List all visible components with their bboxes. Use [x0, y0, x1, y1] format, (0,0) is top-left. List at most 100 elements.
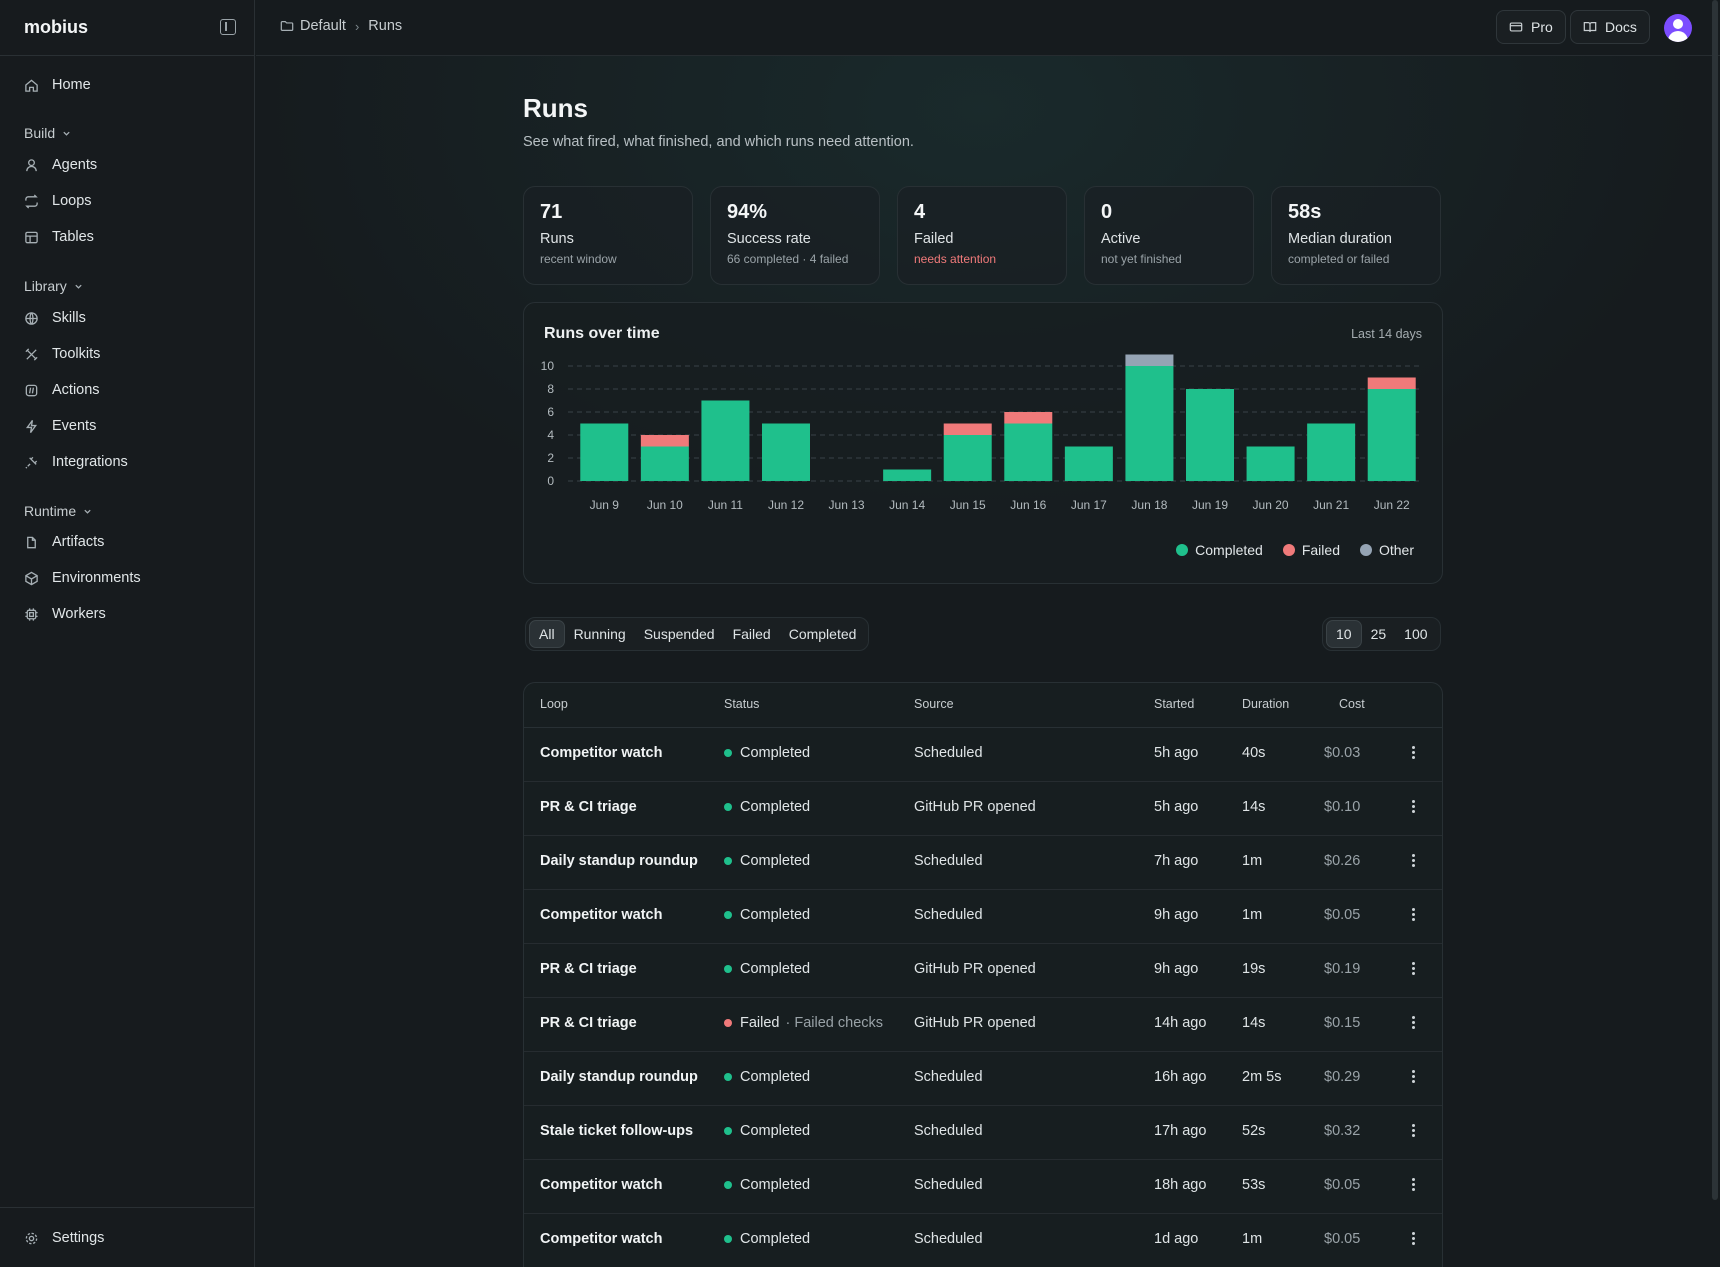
source: Scheduled — [914, 1231, 983, 1247]
more-vertical-icon[interactable] — [1411, 745, 1415, 760]
filter-completed[interactable]: Completed — [788, 626, 857, 642]
table-row[interactable]: Competitor watch Completed Scheduled 9h ago… — [524, 889, 1442, 944]
filter-suspended[interactable]: Suspended — [643, 626, 715, 642]
book-icon — [1583, 22, 1597, 32]
sidebar-item-agents[interactable]: Agents — [24, 153, 97, 177]
pro-button[interactable]: Pro — [1496, 10, 1566, 44]
loop-name[interactable]: Competitor watch — [540, 745, 663, 761]
more-vertical-icon[interactable] — [1411, 961, 1415, 976]
duration: 1m — [1242, 1231, 1263, 1247]
chip-icon — [25, 607, 38, 621]
status-dot — [724, 749, 732, 757]
runs-over-time-card: Runs over time Last 14 days 0 2 4 6 8 10 Jun 9… — [523, 302, 1443, 584]
stat-sub: 66 completed · 4 failed — [727, 252, 849, 266]
sidebar-item-actions[interactable]: Actions — [24, 378, 100, 402]
table-row[interactable]: Competitor watch Completed Scheduled 1d ago… — [524, 1213, 1442, 1267]
y-tick-label: 2 — [547, 451, 554, 465]
sidebar-divider — [0, 1207, 255, 1208]
actions-icon — [25, 384, 38, 396]
loop-name[interactable]: Competitor watch — [540, 1231, 663, 1247]
sidebar-item-home[interactable]: Home — [24, 73, 91, 97]
sidebar-item-artifacts[interactable]: Artifacts — [24, 530, 104, 554]
more-vertical-icon[interactable] — [1411, 853, 1415, 868]
source: Scheduled — [914, 745, 983, 761]
table-row[interactable]: Daily standup roundup Completed Scheduled 7… — [524, 835, 1442, 890]
table-row[interactable]: PR & CI triage Failed · Failed checks GitHu… — [524, 997, 1442, 1052]
sidebar-item-environments[interactable]: Environments — [24, 566, 141, 590]
status-label: Completed — [740, 907, 811, 923]
y-tick-label: 4 — [547, 428, 554, 442]
page-size-10[interactable]: 10 — [1326, 620, 1362, 648]
bar-failed — [1004, 412, 1053, 424]
sidebar-item-label: Settings — [52, 1230, 105, 1246]
sidebar-item-settings[interactable]: Settings — [24, 1226, 104, 1250]
section-build[interactable]: Build — [24, 125, 71, 141]
loop-icon — [25, 193, 38, 209]
sidebar-item-toolkits[interactable]: Toolkits — [24, 342, 100, 366]
source: Scheduled — [914, 1177, 983, 1193]
sidebar-item-skills[interactable]: Skills — [24, 306, 86, 330]
x-tick-label: Jun 12 — [768, 498, 804, 512]
loop-name[interactable]: Competitor watch — [540, 907, 663, 923]
table-row[interactable]: Competitor watch Completed Scheduled 5h ago… — [524, 727, 1442, 782]
avatar[interactable] — [1664, 14, 1692, 42]
cube-icon — [25, 571, 38, 585]
breadcrumb: Default › Runs — [280, 18, 402, 34]
sidebar-item-label: Tables — [52, 229, 94, 245]
more-vertical-icon[interactable] — [1411, 1015, 1415, 1030]
more-vertical-icon[interactable] — [1411, 1123, 1415, 1138]
source: Scheduled — [914, 853, 983, 869]
source: GitHub PR opened — [914, 799, 1036, 815]
sidebar-item-tables[interactable]: Tables — [24, 225, 94, 249]
sidebar-item-workers[interactable]: Workers — [24, 602, 106, 626]
breadcrumb-workspace[interactable]: Default — [300, 18, 346, 34]
section-runtime[interactable]: Runtime — [24, 503, 92, 519]
loop-name[interactable]: PR & CI triage — [540, 799, 637, 815]
stat-value: 58s — [1288, 201, 1322, 223]
status-label: Failed — [740, 1015, 780, 1031]
sidebar-item-loops[interactable]: Loops — [24, 189, 92, 213]
app-logo[interactable]: mobius — [24, 17, 89, 37]
bar-completed — [580, 423, 629, 481]
page-subtitle: See what fired, what finished, and which… — [523, 134, 914, 150]
card-icon — [1509, 22, 1523, 32]
docs-button[interactable]: Docs — [1570, 10, 1650, 44]
sidebar-item-integrations[interactable]: Integrations — [24, 450, 128, 474]
chart-range[interactable]: Last 14 days — [1351, 327, 1422, 341]
sidebar-item-label: Actions — [52, 382, 100, 398]
filter-all[interactable]: All — [529, 620, 565, 648]
table-row[interactable]: PR & CI triage Completed GitHub PR opened 5… — [524, 781, 1442, 836]
table-row[interactable]: Competitor watch Completed Scheduled 18h ag… — [524, 1159, 1442, 1214]
table-row[interactable]: PR & CI triage Completed GitHub PR opened 9… — [524, 943, 1442, 998]
more-vertical-icon[interactable] — [1411, 907, 1415, 922]
table-row[interactable]: Daily standup roundup Completed Scheduled 1… — [524, 1051, 1442, 1106]
table-row[interactable]: Stale ticket follow-ups Completed Schedule… — [524, 1105, 1442, 1160]
loop-name[interactable]: Daily standup roundup — [540, 853, 698, 869]
status-dot — [724, 965, 732, 973]
loop-name[interactable]: Daily standup roundup — [540, 1069, 698, 1085]
page-size-25[interactable]: 25 — [1370, 626, 1387, 642]
more-vertical-icon[interactable] — [1411, 1177, 1415, 1192]
stat-value: 94% — [727, 201, 768, 223]
table-header: Loop Status Source Started Duration Cost — [524, 683, 1442, 728]
x-tick-label: Jun 15 — [950, 498, 986, 512]
loop-name[interactable]: PR & CI triage — [540, 961, 637, 977]
more-vertical-icon[interactable] — [1411, 1231, 1415, 1246]
page-size-100[interactable]: 100 — [1404, 626, 1428, 642]
section-library[interactable]: Library — [24, 278, 83, 294]
filter-failed[interactable]: Failed — [732, 626, 771, 642]
cost: $0.32 — [1324, 1123, 1361, 1139]
loop-name[interactable]: PR & CI triage — [540, 1015, 637, 1031]
more-vertical-icon[interactable] — [1411, 1069, 1415, 1084]
bar-failed — [640, 435, 689, 447]
bar-completed — [640, 446, 689, 481]
loop-name[interactable]: Competitor watch — [540, 1177, 663, 1193]
filter-running[interactable]: Running — [573, 626, 626, 642]
page-scrollbar[interactable] — [1712, 0, 1718, 1200]
sidebar-toggle-icon[interactable] — [220, 19, 236, 35]
more-vertical-icon[interactable] — [1411, 799, 1415, 814]
loop-name[interactable]: Stale ticket follow-ups — [540, 1123, 694, 1139]
bar-other — [1125, 354, 1174, 366]
duration: 14s — [1242, 799, 1266, 815]
sidebar-item-events[interactable]: Events — [24, 414, 96, 438]
